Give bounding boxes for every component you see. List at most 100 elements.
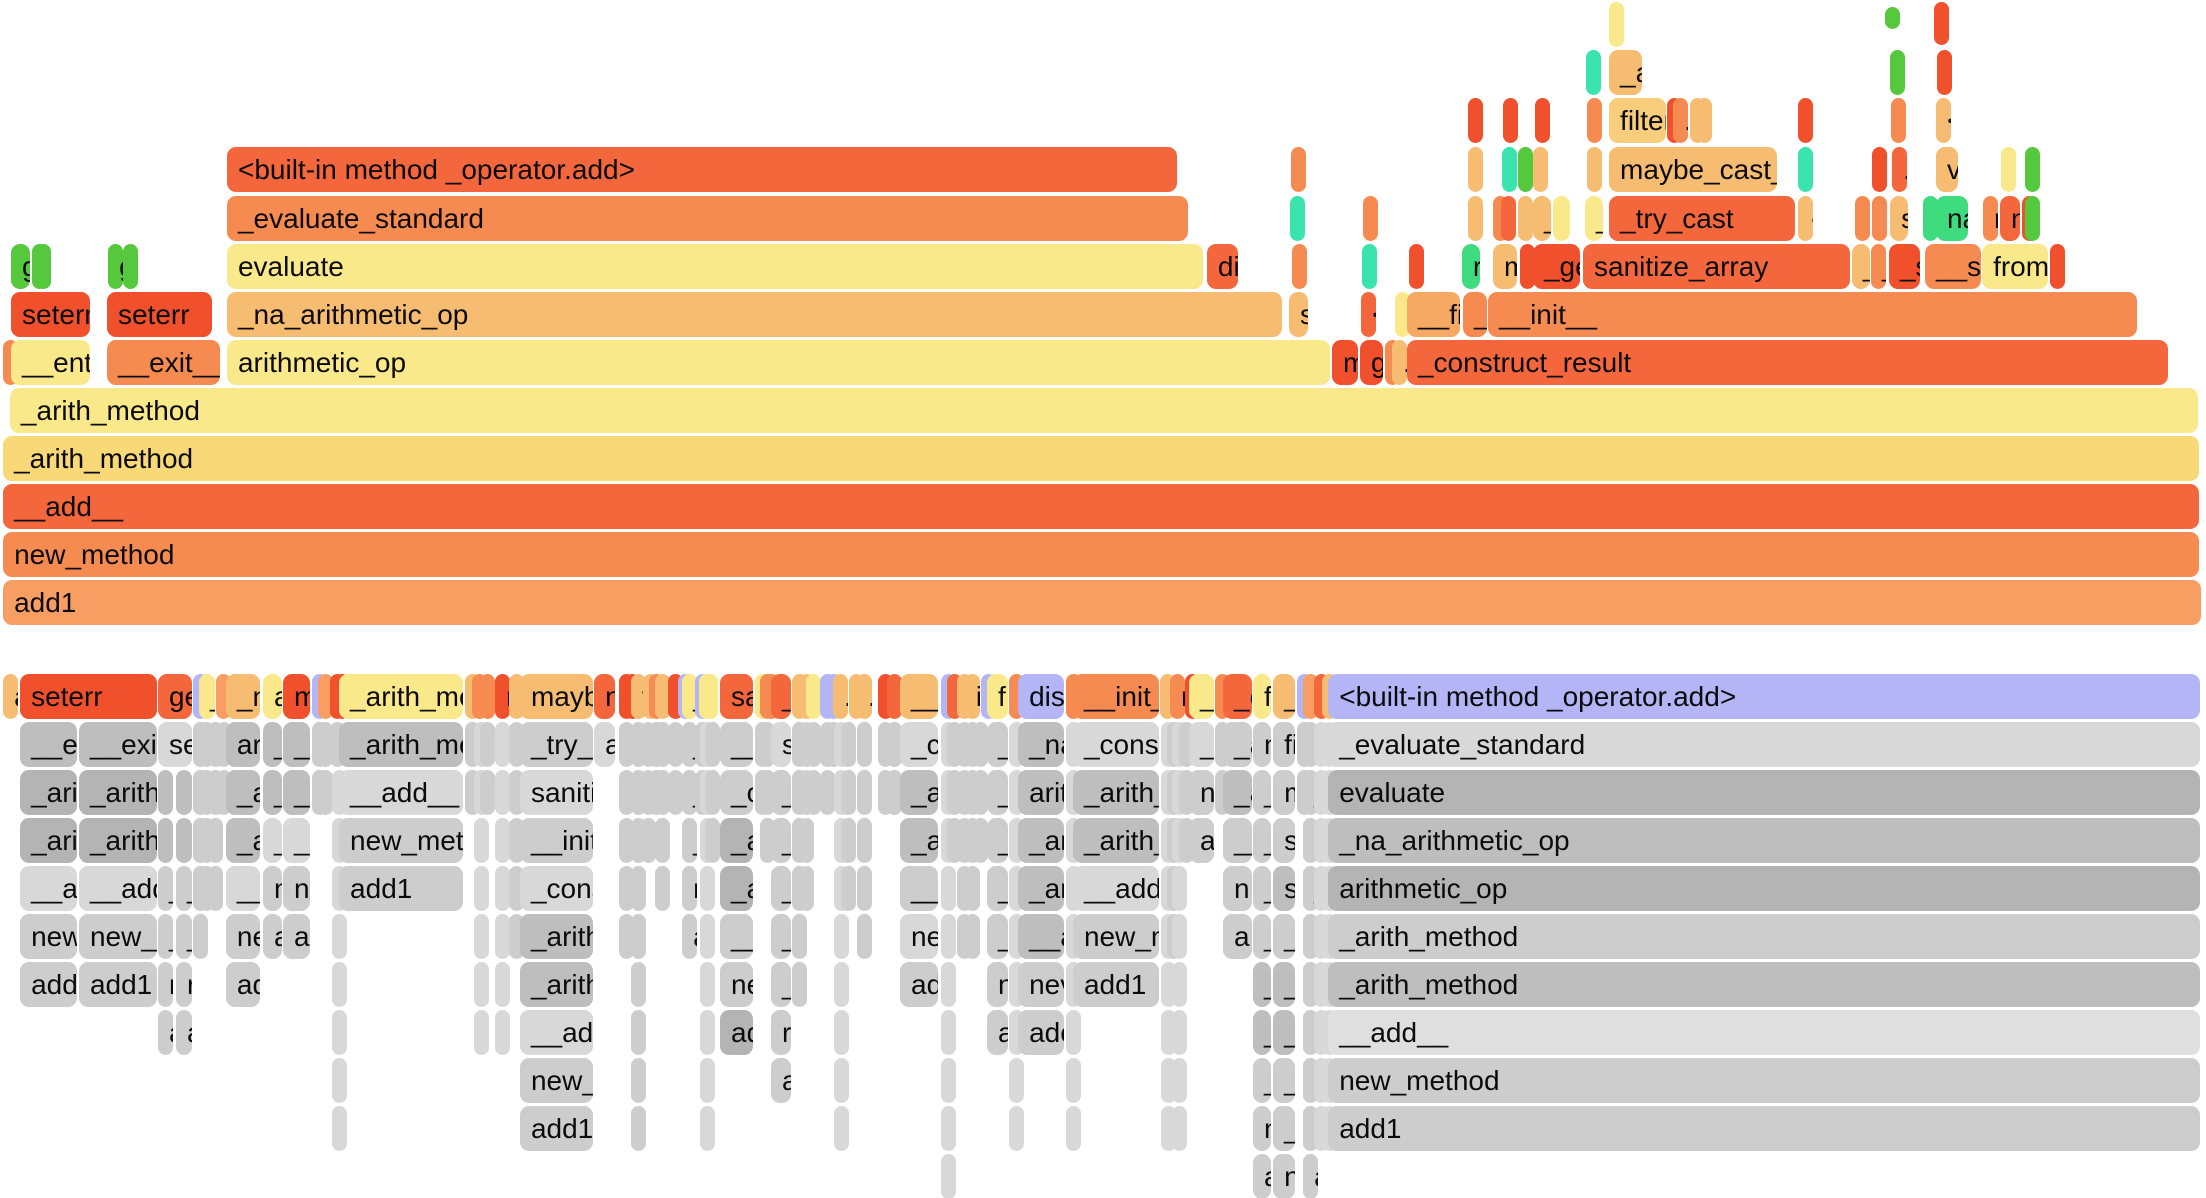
flame-frame-sliver[interactable] [2001, 147, 2017, 192]
flame-frame-s[interactable]: s [1890, 196, 1909, 241]
flame-frame-sliver[interactable] [495, 914, 511, 959]
flame-frame-sliver[interactable] [619, 770, 634, 815]
flame-frame-ad[interactable]: ad [225, 962, 260, 1007]
flame-frame-sliver[interactable] [1586, 147, 1602, 192]
flame-frame-__se[interactable]: __se [1924, 244, 1981, 289]
flame-frame-sliver[interactable] [318, 770, 334, 815]
flame-frame-sliver[interactable] [480, 674, 496, 719]
flame-frame-sliver[interactable]: . [832, 674, 848, 719]
flame-frame-sliver[interactable] [1502, 98, 1518, 143]
flame-frame-sliver[interactable] [887, 722, 903, 767]
flame-frame-a[interactable]: a [1253, 1154, 1272, 1198]
flame-frame-_[interactable]: _ [986, 866, 1008, 911]
flame-frame-new_meth[interactable]: new_meth [339, 818, 464, 863]
flame-frame-sliver[interactable] [332, 962, 348, 1007]
flame-frame-_evaluate_standard[interactable]: _evaluate_standard [1328, 722, 2201, 767]
flame-frame-nev[interactable]: nev [900, 914, 938, 959]
flame-frame-sliver[interactable] [1934, 2, 1949, 45]
flame-frame-sliver[interactable] [332, 914, 348, 959]
flame-frame-_c[interactable]: _c [1223, 674, 1252, 719]
flame-frame-g[interactable]: g [108, 244, 124, 289]
flame-frame-sliver[interactable] [332, 1106, 348, 1151]
flame-frame-_a[interactable]: _a [283, 770, 310, 815]
flame-frame-__fi[interactable]: __fi [1406, 292, 1460, 337]
flame-frame-n[interactable]: n [1189, 770, 1214, 815]
flame-frame-seterr[interactable]: seterr [20, 674, 158, 719]
flame-frame-sliver[interactable] [2050, 244, 2066, 289]
flame-frame-sliver[interactable] [972, 818, 988, 863]
flame-frame-sliver[interactable] [941, 962, 957, 1007]
flame-frame-_[interactable]: _ [1253, 866, 1272, 911]
flame-frame-sliver[interactable] [495, 1010, 511, 1055]
flame-frame-sliver[interactable] [1408, 244, 1424, 289]
flame-frame-_arith_me[interactable]: _arith_me [339, 674, 464, 719]
flame-frame-__add[interactable]: __add [78, 866, 158, 911]
flame-frame-_try_cast[interactable]: _try_cast [1609, 196, 1795, 241]
flame-frame-sliver[interactable] [667, 722, 683, 767]
flame-frame-from_[interactable]: from_ [1982, 244, 2049, 289]
flame-frame-sliver[interactable] [1937, 50, 1953, 95]
flame-frame-sliver[interactable] [699, 962, 715, 1007]
flame-frame-_[interactable]: _ [1585, 196, 1604, 241]
flame-frame-r[interactable]: r [1170, 674, 1186, 719]
flame-frame-_[interactable]: _ [157, 866, 173, 911]
flame-frame-__add__[interactable]: __add__ [1328, 1010, 2201, 1055]
flame-frame-sliver[interactable] [654, 818, 670, 863]
flame-frame-sliver[interactable] [699, 1010, 715, 1055]
flame-frame-sliver[interactable] [193, 914, 209, 959]
flame-frame-__[interactable]: __ [225, 866, 260, 911]
flame-frame-n[interactable]: n [1253, 1106, 1272, 1151]
flame-frame-sliver[interactable] [1468, 147, 1484, 192]
flame-frame-g[interactable]: g [11, 244, 30, 289]
flame-frame-n[interactable]: n [262, 866, 282, 911]
flame-frame-sliver[interactable] [1872, 196, 1887, 241]
flame-frame-sliver[interactable] [1172, 1058, 1188, 1103]
flame-frame-_e[interactable]: _e [1532, 196, 1552, 241]
flame-frame-sliver[interactable] [495, 722, 511, 767]
flame-frame-sliver[interactable] [1609, 2, 1625, 47]
flame-frame-sliver[interactable] [972, 722, 988, 767]
flame-frame-sliver[interactable] [857, 914, 873, 959]
flame-frame-sliver[interactable] [699, 866, 715, 911]
flame-frame-_na[interactable]: _na [1018, 722, 1065, 767]
flame-frame-r[interactable]: r [157, 962, 173, 1007]
flame-frame-sliver[interactable] [1697, 98, 1713, 143]
flame-frame-r[interactable]: r [495, 674, 511, 719]
flame-frame-sliver[interactable] [208, 866, 224, 911]
flame-frame-a[interactable]: a [986, 1010, 1008, 1055]
flame-frame-sliver[interactable] [1468, 196, 1484, 241]
flame-frame-sliver[interactable] [495, 770, 511, 815]
flame-frame-_[interactable]: _ [1273, 1058, 1296, 1103]
flame-frame-sliver[interactable] [1517, 196, 1533, 241]
flame-frame-sliver[interactable] [1500, 196, 1516, 241]
flame-frame-maybe[interactable]: maybe [519, 674, 593, 719]
flame-frame-se[interactable]: se [157, 722, 192, 767]
flame-frame-_arith_[interactable]: _arith_ [78, 818, 158, 863]
flame-frame-sliver[interactable] [641, 818, 657, 863]
flame-frame-_ar[interactable]: _ar [1018, 866, 1065, 911]
flame-frame-_[interactable]: _ [1273, 1106, 1296, 1151]
flame-frame-_arith_method[interactable]: _arith_method [3, 436, 2200, 481]
flame-frame-ari[interactable]: ari [225, 722, 260, 767]
flame-frame-evaluate[interactable]: evaluate [1328, 770, 2201, 815]
flame-frame-_c[interactable]: _c [720, 770, 754, 815]
flame-frame-new_n[interactable]: new_n [78, 914, 158, 959]
flame-frame-sliver[interactable] [1363, 196, 1379, 241]
flame-frame-built-in-method-_operator-add[interactable]: <built-in method _operator.add> [1328, 674, 2201, 719]
flame-frame-_[interactable]: _ [1273, 674, 1296, 719]
flame-frame-_ar[interactable]: _ar [1018, 818, 1065, 863]
flame-frame-g[interactable]: g [1359, 340, 1383, 385]
flame-frame-_arith_[interactable]: _arith_ [1072, 770, 1160, 815]
flame-frame-s[interactable]: s [1288, 292, 1308, 337]
flame-frame-_[interactable]: _ [1273, 1010, 1296, 1055]
flame-frame-sliver[interactable] [799, 818, 814, 863]
flame-frame-sliver[interactable] [1532, 147, 1548, 192]
flame-frame-sliver[interactable] [941, 1154, 957, 1198]
flame-frame-sliver[interactable] [1922, 196, 1938, 241]
flame-frame-m[interactable]: m [283, 674, 310, 719]
flame-frame-sanitize_array[interactable]: sanitize_array [1583, 244, 1850, 289]
flame-frame-sliver[interactable] [1172, 914, 1188, 959]
flame-frame-sliver[interactable] [806, 674, 822, 719]
flame-frame-sliver[interactable] [1586, 98, 1602, 143]
flame-frame-sliver[interactable] [1517, 147, 1533, 192]
